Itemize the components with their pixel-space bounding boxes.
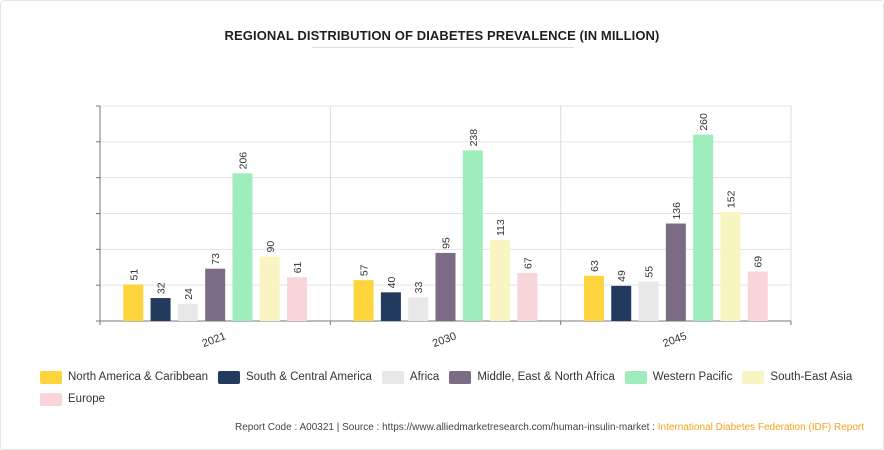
- bar: [408, 297, 429, 321]
- chart-title: REGIONAL DISTRIBUTION OF DIABETES PREVAL…: [224, 28, 660, 43]
- value-label: 51: [128, 269, 140, 281]
- value-label: 55: [644, 266, 656, 278]
- legend-item[interactable]: South & Central America: [217, 369, 372, 385]
- footer-report-link[interactable]: International Diabetes Federation (IDF) …: [657, 422, 864, 433]
- value-label: 90: [265, 241, 277, 253]
- bar: [177, 303, 198, 321]
- value-label: 73: [210, 253, 222, 265]
- bar: [720, 212, 741, 321]
- footer: Report Code : A00321 | Source : https://…: [235, 422, 864, 433]
- value-label: 113: [495, 219, 507, 236]
- legend-label: Africa: [409, 371, 440, 383]
- bar: [583, 275, 604, 321]
- bar: [693, 134, 714, 321]
- legend-swatch: [449, 370, 472, 384]
- value-label: 95: [441, 237, 453, 249]
- bar: [435, 252, 456, 321]
- title-underline: [312, 47, 574, 48]
- value-label: 67: [522, 257, 534, 269]
- bar-chart: 51 32 24 73 206 90 61 57 40 33 95 238 113 67 63 49 55 136…: [96, 105, 792, 350]
- legend-swatch: [40, 370, 62, 384]
- legend: North America & Caribbean South & Central…: [40, 369, 870, 407]
- legend-item[interactable]: Western Pacific: [624, 369, 733, 385]
- legend-swatch: [217, 370, 240, 384]
- legend-label: South & Central America: [245, 371, 372, 383]
- bar: [462, 150, 483, 321]
- bar: [611, 285, 632, 321]
- legend-swatch: [381, 370, 404, 384]
- value-label: 206: [237, 152, 249, 170]
- legend-label: Western Pacific: [652, 371, 733, 383]
- bar: [517, 272, 538, 321]
- value-label: 69: [753, 256, 765, 268]
- bar: [353, 280, 374, 321]
- value-label: 61: [292, 261, 304, 273]
- value-label: 152: [725, 190, 737, 208]
- bar: [665, 223, 686, 321]
- legend-item[interactable]: Middle, East & North Africa: [449, 369, 615, 385]
- bar: [259, 256, 280, 321]
- bar: [232, 173, 253, 321]
- legend-swatch: [742, 370, 765, 384]
- bar: [638, 281, 659, 321]
- value-label: 32: [156, 282, 168, 294]
- value-label: 57: [359, 264, 371, 276]
- legend-item[interactable]: South-East Asia: [742, 369, 852, 385]
- value-label: 33: [413, 282, 425, 294]
- legend-label: Middle, East & North Africa: [477, 371, 615, 383]
- legend-item[interactable]: Europe: [40, 391, 105, 407]
- bar: [747, 271, 768, 321]
- footer-source: Report Code : A00321 | Source : https://…: [234, 422, 658, 433]
- value-label: 136: [671, 202, 683, 220]
- legend-item[interactable]: North America & Caribbean: [40, 369, 208, 385]
- x-tick-label: 2030: [431, 330, 458, 350]
- bar: [287, 277, 308, 321]
- value-label: 63: [589, 260, 601, 272]
- bars: [123, 134, 768, 321]
- legend-label: South-East Asia: [770, 371, 853, 383]
- bar: [150, 298, 171, 321]
- legend-swatch: [40, 392, 62, 406]
- x-tick-labels: 2021 2030 2045: [201, 330, 689, 350]
- bar: [123, 284, 144, 321]
- bar: [380, 292, 401, 321]
- value-label: 238: [468, 129, 480, 147]
- bar: [205, 268, 226, 321]
- value-label: 49: [616, 270, 628, 282]
- legend-swatch: [624, 370, 647, 384]
- x-tick-label: 2045: [661, 330, 688, 350]
- legend-label: North America & Caribbean: [68, 371, 208, 383]
- legend-item[interactable]: Africa: [381, 369, 440, 385]
- value-label: 260: [698, 113, 710, 131]
- value-label: 24: [183, 288, 195, 300]
- legend-label: Europe: [68, 393, 106, 405]
- x-tick-label: 2021: [201, 330, 228, 350]
- value-label: 40: [386, 276, 398, 288]
- value-labels: 51 32 24 73 206 90 61 57 40 33 95 238 113 67 63 49 55 136…: [128, 113, 764, 300]
- bar: [490, 240, 511, 321]
